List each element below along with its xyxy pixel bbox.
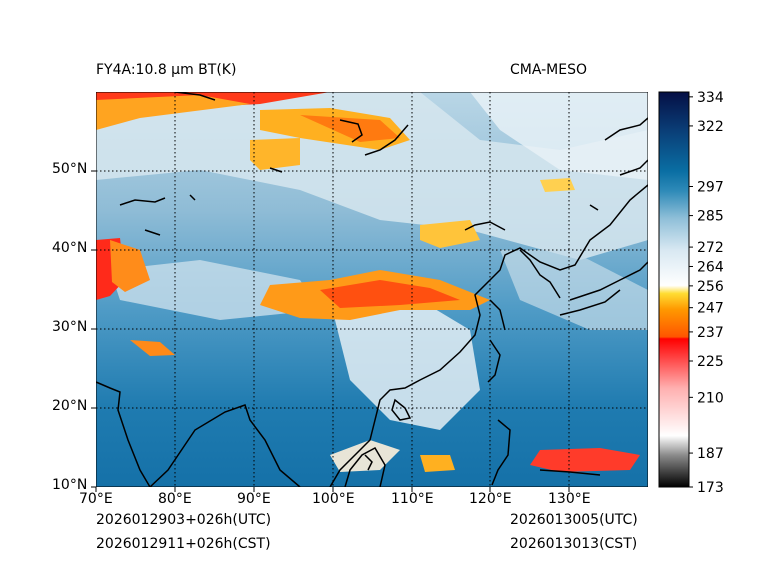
- colorbar-gradient: [658, 91, 690, 488]
- coastlines: [96, 92, 648, 487]
- colorbar-tick-label: 334: [697, 90, 724, 106]
- colorbar-tick-label: 173: [697, 480, 724, 496]
- lat-tick-label: 40°N: [52, 240, 88, 256]
- lat-tick-label: 10°N: [52, 477, 88, 493]
- colorbar-tick-label: 285: [697, 209, 724, 225]
- lon-tick-label: 110°E: [391, 491, 434, 507]
- map-panel: [96, 92, 648, 487]
- cloud-field: [96, 92, 648, 430]
- colorbar-tick-label: 272: [697, 240, 724, 256]
- colorbar: 173 187 210 225 237 247 256 264 272 285 297 322 334: [658, 90, 724, 496]
- figure-title-left: FY4A:10.8 μm BT(K): [96, 62, 237, 78]
- init-time-utc: 2026012903+026h(UTC): [96, 512, 272, 528]
- lat-tick-label: 20°N: [52, 398, 88, 414]
- colorbar-tick-label: 237: [697, 325, 724, 341]
- axis-ticks: [91, 170, 570, 492]
- lon-tick-label: 90°E: [237, 491, 271, 507]
- lon-tick-label: 120°E: [469, 491, 512, 507]
- colorbar-tick-label: 210: [697, 390, 724, 406]
- colorbar-tick-label: 225: [697, 354, 724, 370]
- valid-time-utc: 2026013005(UTC): [510, 512, 638, 528]
- colorbar-tick-label: 187: [697, 446, 724, 462]
- colorbar-tick-label: 264: [697, 259, 724, 275]
- lon-tick-label: 80°E: [158, 491, 192, 507]
- colorbar-ticks: 173 187 210 225 237 247 256 264 272 285 297 322 334: [689, 90, 724, 496]
- colorbar-tick-label: 322: [697, 119, 724, 135]
- figure-title-right: CMA-MESO: [510, 62, 588, 78]
- colorbar-tick-label: 297: [697, 180, 724, 196]
- valid-time-cst: 2026013013(CST): [510, 536, 638, 552]
- lon-tick-label: 130°E: [548, 491, 591, 507]
- colorbar-tick-label: 247: [697, 301, 724, 317]
- lon-tick-label: 100°E: [312, 491, 355, 507]
- colorbar-tick-label: 256: [697, 279, 724, 295]
- lat-tick-label: 50°N: [52, 161, 88, 177]
- cold-cloud-tops: [96, 92, 640, 472]
- lon-tick-label: 70°E: [79, 491, 113, 507]
- lat-tick-label: 30°N: [52, 319, 88, 335]
- gridlines: [96, 92, 648, 487]
- init-time-cst: 2026012911+026h(CST): [96, 536, 271, 552]
